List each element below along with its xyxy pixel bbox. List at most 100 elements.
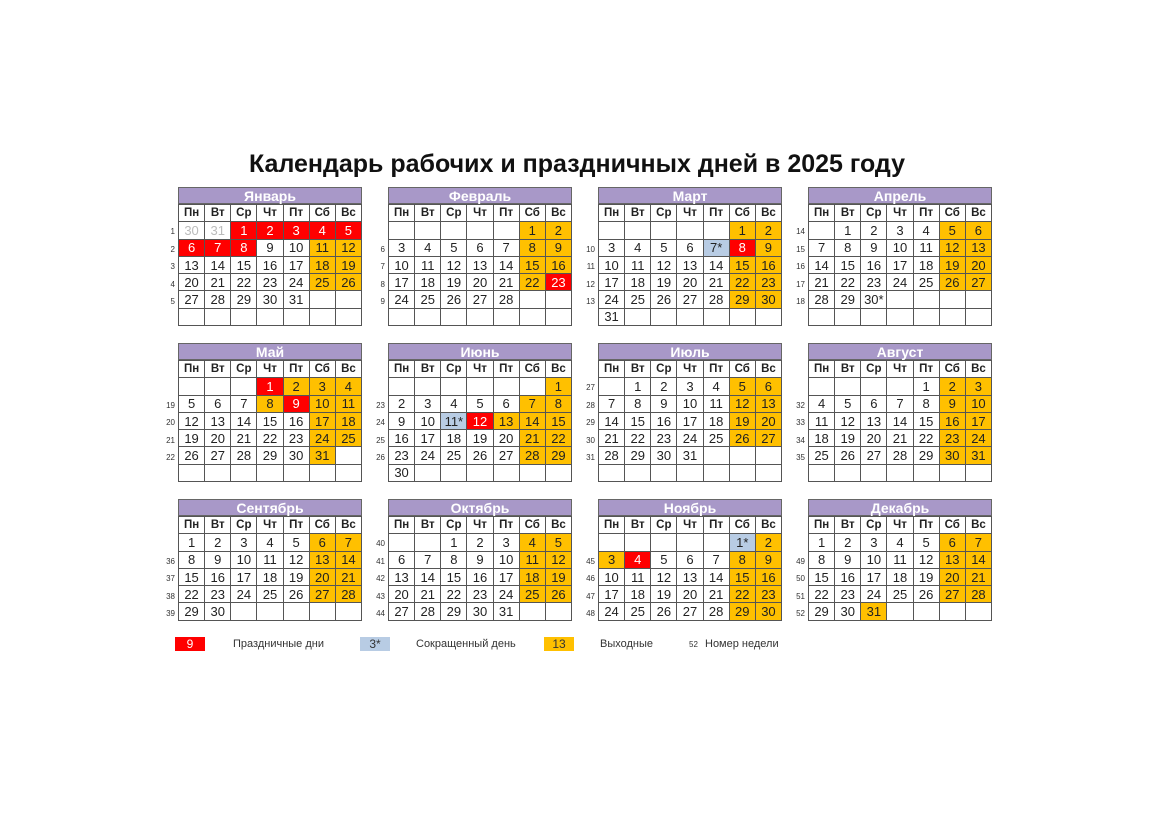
week-number: 16 — [796, 262, 805, 271]
week-number: 5 — [170, 297, 175, 306]
day-cell: 1 — [544, 377, 573, 396]
weekday-header: Сб — [518, 359, 546, 379]
weekday-header: Ср — [440, 515, 468, 535]
week-number: 30 — [586, 435, 595, 445]
empty-cell — [177, 463, 206, 483]
day-cell: 13 — [754, 394, 783, 413]
day-cell: 10 — [964, 394, 993, 413]
day-cell: 13 — [308, 550, 336, 569]
weekday-header: Сб — [308, 359, 336, 379]
week-number: 4 — [170, 279, 175, 289]
day-cell: 12 — [466, 411, 494, 431]
day-cell: 11 — [624, 255, 652, 275]
empty-cell — [544, 290, 573, 309]
week-number: 19 — [166, 400, 175, 410]
day-cell: 24 — [308, 429, 336, 448]
day-cell: 14 — [492, 255, 520, 275]
day-cell: 28 — [204, 290, 232, 309]
month-title: Февраль — [388, 187, 572, 204]
empty-cell — [544, 463, 573, 483]
weekday-header: Ср — [440, 359, 468, 379]
legend-holiday-swatch: 9 — [175, 637, 205, 651]
week-number: 3 — [170, 262, 175, 271]
empty-cell — [912, 463, 940, 483]
day-cell: 18 — [440, 429, 468, 448]
weekday-header: Пт — [492, 359, 520, 379]
weekday-header: Пн — [177, 359, 206, 379]
weekday-header: Пт — [912, 359, 940, 379]
day-cell: 1 — [624, 377, 652, 396]
day-cell: 16 — [754, 567, 783, 587]
weekday-header: Чт — [886, 203, 914, 223]
day-cell: 17 — [492, 567, 520, 587]
week-row: 13 14 15 16 17 18 19 — [177, 255, 363, 275]
day-cell: 3 — [676, 377, 704, 396]
day-cell: 5 — [440, 238, 468, 257]
day-cell: 27 — [177, 290, 206, 309]
empty-cell — [860, 307, 888, 327]
day-cell: 7 — [518, 394, 546, 413]
week-row: 27 28 29 30 31 — [177, 290, 363, 309]
day-cell: 22 — [807, 585, 836, 604]
week-row: 31 — [597, 307, 783, 327]
empty-cell — [334, 446, 363, 465]
day-cell: 25 — [886, 585, 914, 604]
empty-cell — [492, 221, 520, 240]
empty-cell — [466, 307, 494, 327]
day-cell: 17 — [387, 273, 416, 292]
day-cell: 27 — [754, 429, 783, 448]
month-title: Июль — [598, 343, 782, 360]
week-number: 37 — [166, 574, 175, 583]
day-cell: 23 — [938, 429, 966, 448]
weekday-header: Чт — [676, 203, 704, 223]
empty-cell — [518, 307, 546, 327]
day-cell: 28 — [886, 446, 914, 465]
day-cell: 30 — [256, 290, 284, 309]
week-row: 8 9 10 11 12 13 14 — [807, 550, 993, 569]
day-cell: 18 — [807, 429, 836, 448]
empty-cell — [466, 463, 494, 483]
weekday-header: Пн — [597, 359, 626, 379]
day-cell: 10 — [414, 411, 442, 431]
day-cell: 31 — [492, 602, 520, 621]
weekday-header: Пт — [492, 515, 520, 535]
empty-cell — [492, 377, 520, 396]
day-cell: 18 — [624, 273, 652, 292]
day-cell: 19 — [334, 255, 363, 275]
day-cell: 29 — [728, 602, 756, 621]
weekday-header: Вт — [204, 515, 232, 535]
day-cell: 10 — [597, 255, 626, 275]
weekday-header: Вс — [964, 359, 993, 379]
day-cell: 9 — [466, 550, 494, 569]
week-row: 30 31 1 2 3 4 5 — [177, 221, 363, 240]
day-cell: 17 — [964, 411, 993, 431]
day-cell: 30 — [282, 446, 310, 465]
weekday-header: Ср — [650, 203, 678, 223]
day-cell: 2 — [204, 533, 232, 552]
week-number: 33 — [796, 418, 805, 427]
weekday-header: Чт — [466, 359, 494, 379]
day-cell: 19 — [938, 255, 966, 275]
day-cell: 8 — [834, 238, 862, 257]
day-cell: 19 — [834, 429, 862, 448]
month-grid: Пн Вт Ср Чт Пт Сб Вс 1 2 3 4 5 6 7 8 9 10 11 12 13 14 15 16 17 1… — [807, 359, 993, 483]
day-cell: 29 — [256, 446, 284, 465]
day-cell: 1 — [256, 377, 284, 396]
day-cell: 22 — [230, 273, 258, 292]
empty-cell — [938, 290, 966, 309]
empty-cell — [256, 307, 284, 327]
day-cell: 15 — [256, 411, 284, 431]
day-cell: 14 — [597, 411, 626, 431]
day-cell: 15 — [544, 411, 573, 431]
week-row: 4 5 6 7 8 9 10 — [807, 394, 993, 413]
day-cell: 7 — [702, 550, 730, 569]
empty-cell — [886, 290, 914, 309]
day-cell: 23 — [387, 446, 416, 465]
weekday-header: Сб — [938, 359, 966, 379]
day-cell: 28 — [597, 446, 626, 465]
day-cell: 26 — [282, 585, 310, 604]
weekday-header: Чт — [466, 515, 494, 535]
day-cell: 9 — [387, 411, 416, 431]
week-number: 43 — [376, 591, 385, 601]
day-cell: 23 — [754, 585, 783, 604]
